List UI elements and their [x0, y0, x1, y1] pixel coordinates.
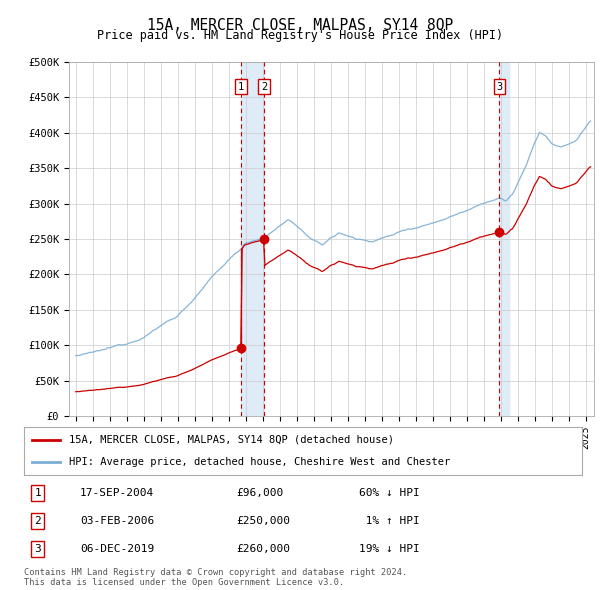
- Text: Price paid vs. HM Land Registry's House Price Index (HPI): Price paid vs. HM Land Registry's House …: [97, 30, 503, 42]
- Text: 1: 1: [238, 82, 244, 91]
- Text: £260,000: £260,000: [236, 544, 290, 554]
- Text: Contains HM Land Registry data © Crown copyright and database right 2024.
This d: Contains HM Land Registry data © Crown c…: [24, 568, 407, 587]
- Text: 1% ↑ HPI: 1% ↑ HPI: [359, 516, 419, 526]
- Text: HPI: Average price, detached house, Cheshire West and Chester: HPI: Average price, detached house, Ches…: [68, 457, 450, 467]
- Text: £250,000: £250,000: [236, 516, 290, 526]
- Text: 1: 1: [35, 489, 41, 499]
- Text: 2: 2: [35, 516, 41, 526]
- Bar: [241, 62, 264, 416]
- Text: 3: 3: [35, 544, 41, 554]
- Text: 17-SEP-2004: 17-SEP-2004: [80, 489, 154, 499]
- Text: 3: 3: [496, 82, 502, 91]
- Text: £96,000: £96,000: [236, 489, 283, 499]
- Text: 03-FEB-2006: 03-FEB-2006: [80, 516, 154, 526]
- Text: 15A, MERCER CLOSE, MALPAS, SY14 8QP (detached house): 15A, MERCER CLOSE, MALPAS, SY14 8QP (det…: [68, 435, 394, 445]
- Text: 19% ↓ HPI: 19% ↓ HPI: [359, 544, 419, 554]
- Text: 15A, MERCER CLOSE, MALPAS, SY14 8QP: 15A, MERCER CLOSE, MALPAS, SY14 8QP: [147, 18, 453, 32]
- Bar: [499, 62, 509, 416]
- Text: 60% ↓ HPI: 60% ↓ HPI: [359, 489, 419, 499]
- Text: 06-DEC-2019: 06-DEC-2019: [80, 544, 154, 554]
- Text: 2: 2: [261, 82, 268, 91]
